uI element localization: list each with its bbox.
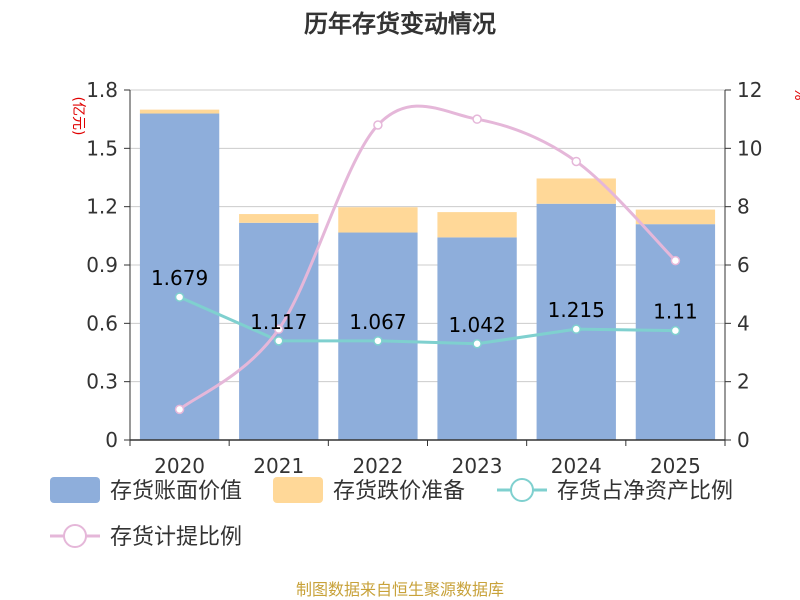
line-point-2025 <box>670 325 681 336</box>
x-tick-label: 2025 <box>650 454 701 478</box>
y-right-tick-label: 0 <box>737 428 750 452</box>
x-tick-label: 2022 <box>352 454 403 478</box>
line-point-2021 <box>274 336 284 346</box>
y-right-tick-label: 6 <box>737 253 750 277</box>
y-left-tick-label: 0.3 <box>86 370 118 394</box>
x-tick-label: 2020 <box>154 454 205 478</box>
x-tick-label: 2021 <box>253 454 304 478</box>
bar-2024-provision <box>536 178 616 204</box>
data-labels: 1.679 1.117 1.067 1.042 1.215 1.11 <box>151 266 698 337</box>
bars <box>139 109 716 441</box>
line-point-2021 <box>274 324 284 334</box>
data-label-2025: 1.11 <box>653 300 698 324</box>
legend-label: 存货跌价准备 <box>333 479 465 504</box>
legend-swatch <box>273 477 323 503</box>
y-right-tick-label: 2 <box>737 370 750 394</box>
lines <box>174 104 681 415</box>
legend-swatch-marker <box>510 478 534 502</box>
bar-2021-provision <box>239 214 319 223</box>
line-point-2024 <box>571 156 581 167</box>
line-series-provision-ratio <box>178 104 677 411</box>
y-right-tick-label: 12 <box>737 78 762 102</box>
data-label-2022: 1.067 <box>349 310 406 334</box>
line-point-2025 <box>670 255 681 266</box>
grid-lines <box>130 89 725 383</box>
data-label-2021: 1.117 <box>250 310 307 334</box>
source-note: 制图数据来自恒生聚源数据库 <box>296 580 504 599</box>
axes: 0 0.3 0.6 0.9 1.2 1.5 1.8 0 2 4 6 8 10 12 2020 2021 2022… <box>86 78 762 478</box>
line-point-2023 <box>472 114 482 124</box>
bar-2020-book-value <box>139 113 220 441</box>
chart-title: 历年存货变动情况 <box>304 10 496 38</box>
bar-2023-provision <box>437 212 517 238</box>
legend-label: 存货账面价值 <box>110 479 242 504</box>
line-series-net-asset-ratio <box>178 295 676 346</box>
y-right-tick-label: 4 <box>737 311 750 335</box>
y-right-tick-label: 10 <box>737 136 762 160</box>
legend-swatch-marker <box>63 524 87 548</box>
legend-label: 存货占净资产比例 <box>557 479 733 504</box>
legend-label: 存货计提比例 <box>110 525 242 550</box>
data-label-2020: 1.679 <box>151 266 208 290</box>
line-point-2020 <box>174 292 185 302</box>
data-label-2023: 1.042 <box>448 313 505 337</box>
y-left-tick-label: 0.6 <box>86 311 118 335</box>
line-point-2020 <box>174 404 185 415</box>
y-left-unit: (亿元) <box>70 97 86 136</box>
legend-item[interactable]: 存货计提比例 <box>50 524 242 550</box>
y-right-tick-label: 8 <box>737 195 750 219</box>
bar-2020-provision <box>139 109 220 114</box>
x-tick-label: 2023 <box>452 454 503 478</box>
y-left-tick-label: 0 <box>105 428 118 452</box>
y-left-tick-label: 1.2 <box>86 195 118 219</box>
x-tick-label: 2024 <box>551 454 602 478</box>
line-point-2022 <box>373 336 383 346</box>
legend-item[interactable]: 存货跌价准备 <box>273 477 465 504</box>
y-left-tick-label: 1.5 <box>86 136 118 160</box>
legend-item[interactable]: 存货占净资产比例 <box>497 478 733 504</box>
y-left-tick-label: 0.9 <box>86 253 118 277</box>
bar-2025-provision <box>635 209 716 225</box>
line-point-2024 <box>571 324 581 334</box>
data-label-2024: 1.215 <box>548 298 605 322</box>
legend-swatch <box>50 477 100 503</box>
legend-item[interactable]: 存货账面价值 <box>50 477 242 504</box>
line-point-2023 <box>472 339 482 349</box>
bar-2024-book-value <box>536 203 616 440</box>
line-point-2022 <box>373 120 383 130</box>
y-right-unit: % <box>791 87 800 100</box>
y-left-tick-label: 1.8 <box>86 78 118 102</box>
bar-2022-provision <box>338 207 418 233</box>
